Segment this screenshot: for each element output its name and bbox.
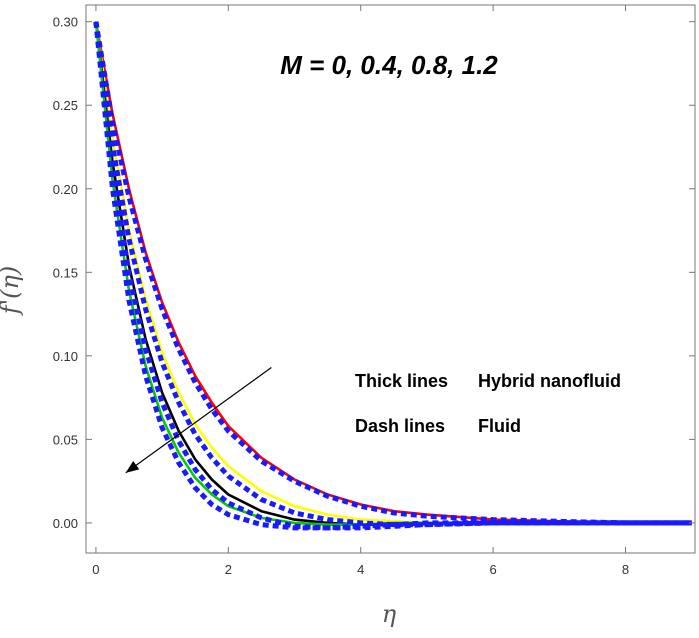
fluid-dashed-line-5	[93, 21, 692, 531]
x-axis-label: η	[382, 600, 397, 628]
x-tick-label: 6	[489, 562, 496, 577]
y-tick-label: 0.00	[53, 516, 78, 531]
y-tick-label: 0.15	[53, 265, 78, 280]
arrow-shaft	[125, 367, 272, 474]
ticks-layer: 0 2 4 6 8 0.00 0.05 0.10 0.15 0.20 0.25 0.30	[53, 5, 695, 577]
y-tick-label: 0.10	[53, 349, 78, 364]
legend-style-thick: Thick lines	[355, 371, 448, 391]
plot-frame	[85, 4, 696, 554]
legend-style-dash: Dash lines	[355, 416, 445, 436]
arrow-layer	[125, 367, 272, 474]
series-layer	[93, 21, 692, 531]
legend-meaning-dash: Fluid	[478, 416, 521, 436]
fluid-dashed-line-7	[93, 21, 692, 531]
y-tick-label: 0.25	[53, 98, 78, 113]
x-tick-label: 0	[92, 562, 99, 577]
y-tick-label: 0.30	[53, 15, 78, 30]
y-tick-label: 0.20	[53, 182, 78, 197]
x-tick-label: 8	[622, 562, 629, 577]
x-tick-label: 4	[357, 562, 364, 577]
x-tick-label: 2	[225, 562, 232, 577]
y-axis-label: f'(η)	[0, 266, 24, 317]
arrow-head	[125, 460, 140, 473]
fluid-dashed-line-1	[93, 21, 692, 526]
y-tick-label: 0.05	[53, 432, 78, 447]
legend-meaning-thick: Hybrid nanofluid	[478, 371, 621, 391]
parameter-annotation: M = 0, 0.4, 0.8, 1.2	[280, 50, 498, 80]
fluid-dashed-line-3	[93, 21, 692, 528]
